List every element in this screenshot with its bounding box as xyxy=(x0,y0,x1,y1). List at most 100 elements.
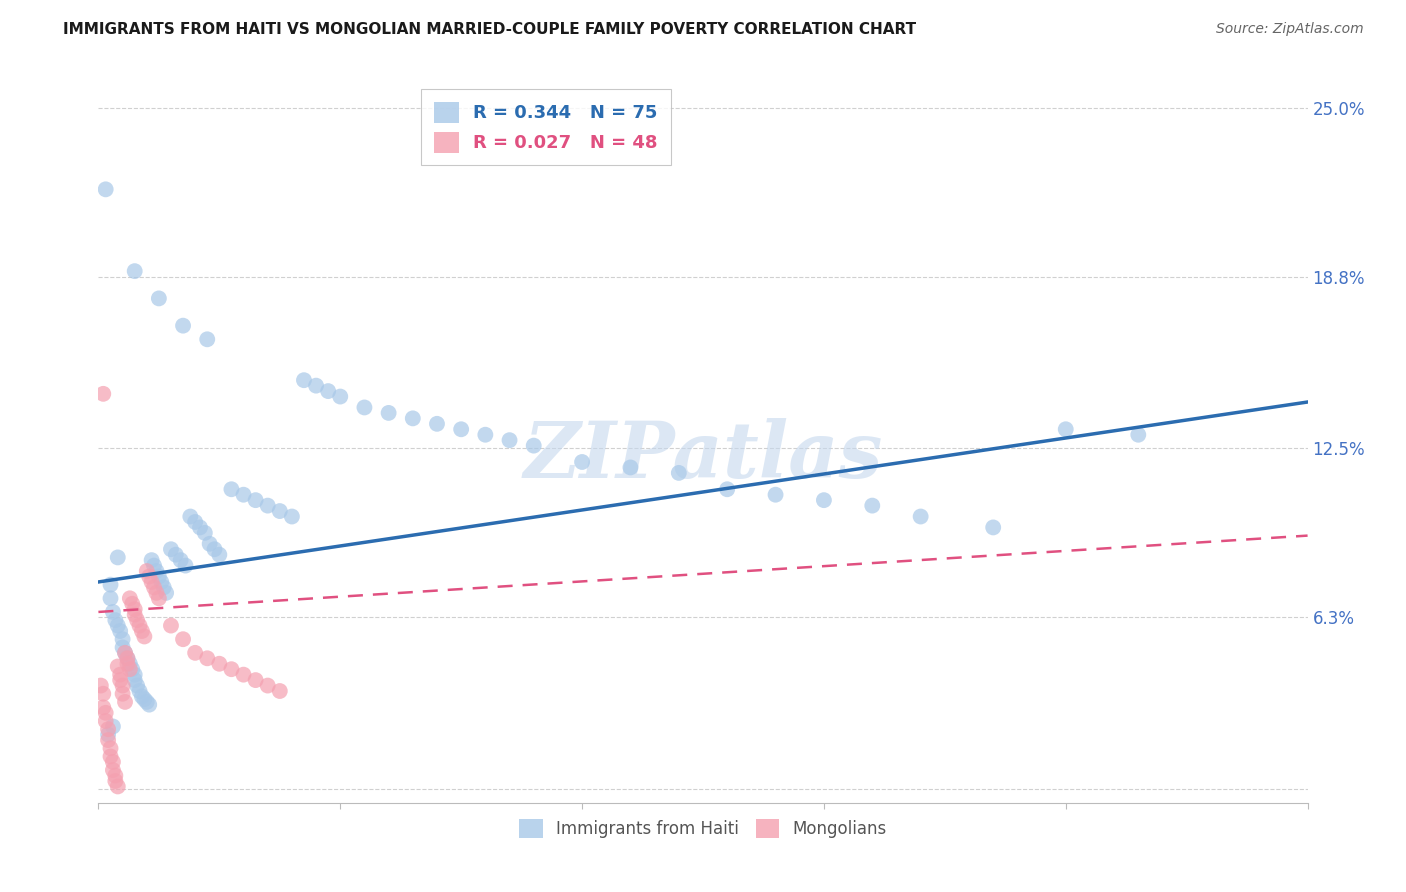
Point xyxy=(195,651,218,665)
Point xyxy=(150,574,173,589)
Point xyxy=(117,651,139,665)
Point xyxy=(90,679,112,693)
Point xyxy=(124,264,146,278)
Point xyxy=(765,488,787,502)
Point xyxy=(114,695,136,709)
Point xyxy=(94,182,117,196)
Point xyxy=(256,499,278,513)
Point xyxy=(111,632,134,647)
Point xyxy=(101,719,124,733)
Point xyxy=(195,332,218,346)
Point xyxy=(292,373,315,387)
Point xyxy=(138,698,160,712)
Point xyxy=(145,586,167,600)
Point xyxy=(128,618,150,632)
Point xyxy=(128,684,150,698)
Point xyxy=(94,706,117,720)
Point xyxy=(232,488,254,502)
Point xyxy=(571,455,593,469)
Point xyxy=(124,667,146,681)
Point xyxy=(127,613,149,627)
Point xyxy=(101,605,124,619)
Text: IMMIGRANTS FROM HAITI VS MONGOLIAN MARRIED-COUPLE FAMILY POVERTY CORRELATION CHA: IMMIGRANTS FROM HAITI VS MONGOLIAN MARRI… xyxy=(63,22,917,37)
Point xyxy=(619,460,641,475)
Point xyxy=(100,749,122,764)
Point xyxy=(377,406,399,420)
Point xyxy=(813,493,835,508)
Point xyxy=(104,768,127,782)
Point xyxy=(111,687,134,701)
Point xyxy=(104,774,127,789)
Point xyxy=(194,525,217,540)
Point xyxy=(305,378,328,392)
Point xyxy=(107,659,129,673)
Point xyxy=(269,504,291,518)
Point xyxy=(111,679,134,693)
Point xyxy=(124,673,146,687)
Point xyxy=(118,591,141,606)
Point xyxy=(117,657,139,671)
Point xyxy=(198,537,221,551)
Point xyxy=(172,318,194,333)
Point xyxy=(245,673,267,687)
Point xyxy=(668,466,690,480)
Point xyxy=(184,515,207,529)
Point xyxy=(152,581,174,595)
Point xyxy=(100,577,122,591)
Point xyxy=(121,662,143,676)
Point xyxy=(860,499,883,513)
Point xyxy=(1128,427,1150,442)
Point xyxy=(107,780,129,794)
Point xyxy=(245,493,267,508)
Point xyxy=(100,591,122,606)
Point xyxy=(716,482,738,496)
Point xyxy=(498,433,520,447)
Point xyxy=(97,733,120,747)
Point xyxy=(138,569,160,583)
Point xyxy=(232,667,254,681)
Point xyxy=(148,292,170,306)
Point xyxy=(281,509,304,524)
Point xyxy=(117,651,139,665)
Point xyxy=(269,684,291,698)
Point xyxy=(114,646,136,660)
Point xyxy=(169,553,191,567)
Point xyxy=(124,602,146,616)
Point xyxy=(172,632,194,647)
Text: ZIPatlas: ZIPatlas xyxy=(523,417,883,494)
Point xyxy=(118,662,141,676)
Point xyxy=(160,542,183,557)
Point xyxy=(910,509,932,524)
Point xyxy=(108,667,131,681)
Point xyxy=(474,427,496,442)
Point xyxy=(148,591,170,606)
Point xyxy=(174,558,197,573)
Point xyxy=(981,520,1004,534)
Point xyxy=(316,384,339,398)
Point xyxy=(107,618,129,632)
Point xyxy=(402,411,425,425)
Point xyxy=(256,679,278,693)
Legend: Immigrants from Haiti, Mongolians: Immigrants from Haiti, Mongolians xyxy=(513,813,893,845)
Point xyxy=(121,597,143,611)
Point xyxy=(97,722,120,736)
Point xyxy=(91,687,114,701)
Point xyxy=(141,574,163,589)
Point xyxy=(1054,422,1077,436)
Point xyxy=(108,624,131,638)
Point xyxy=(100,741,122,756)
Point xyxy=(208,548,231,562)
Point xyxy=(97,728,120,742)
Text: Source: ZipAtlas.com: Source: ZipAtlas.com xyxy=(1216,22,1364,37)
Point xyxy=(141,553,163,567)
Point xyxy=(160,618,183,632)
Point xyxy=(107,550,129,565)
Point xyxy=(124,607,146,622)
Point xyxy=(143,581,166,595)
Point xyxy=(221,482,243,496)
Point xyxy=(165,548,187,562)
Point xyxy=(118,657,141,671)
Point xyxy=(450,422,472,436)
Point xyxy=(114,646,136,660)
Point xyxy=(143,558,166,573)
